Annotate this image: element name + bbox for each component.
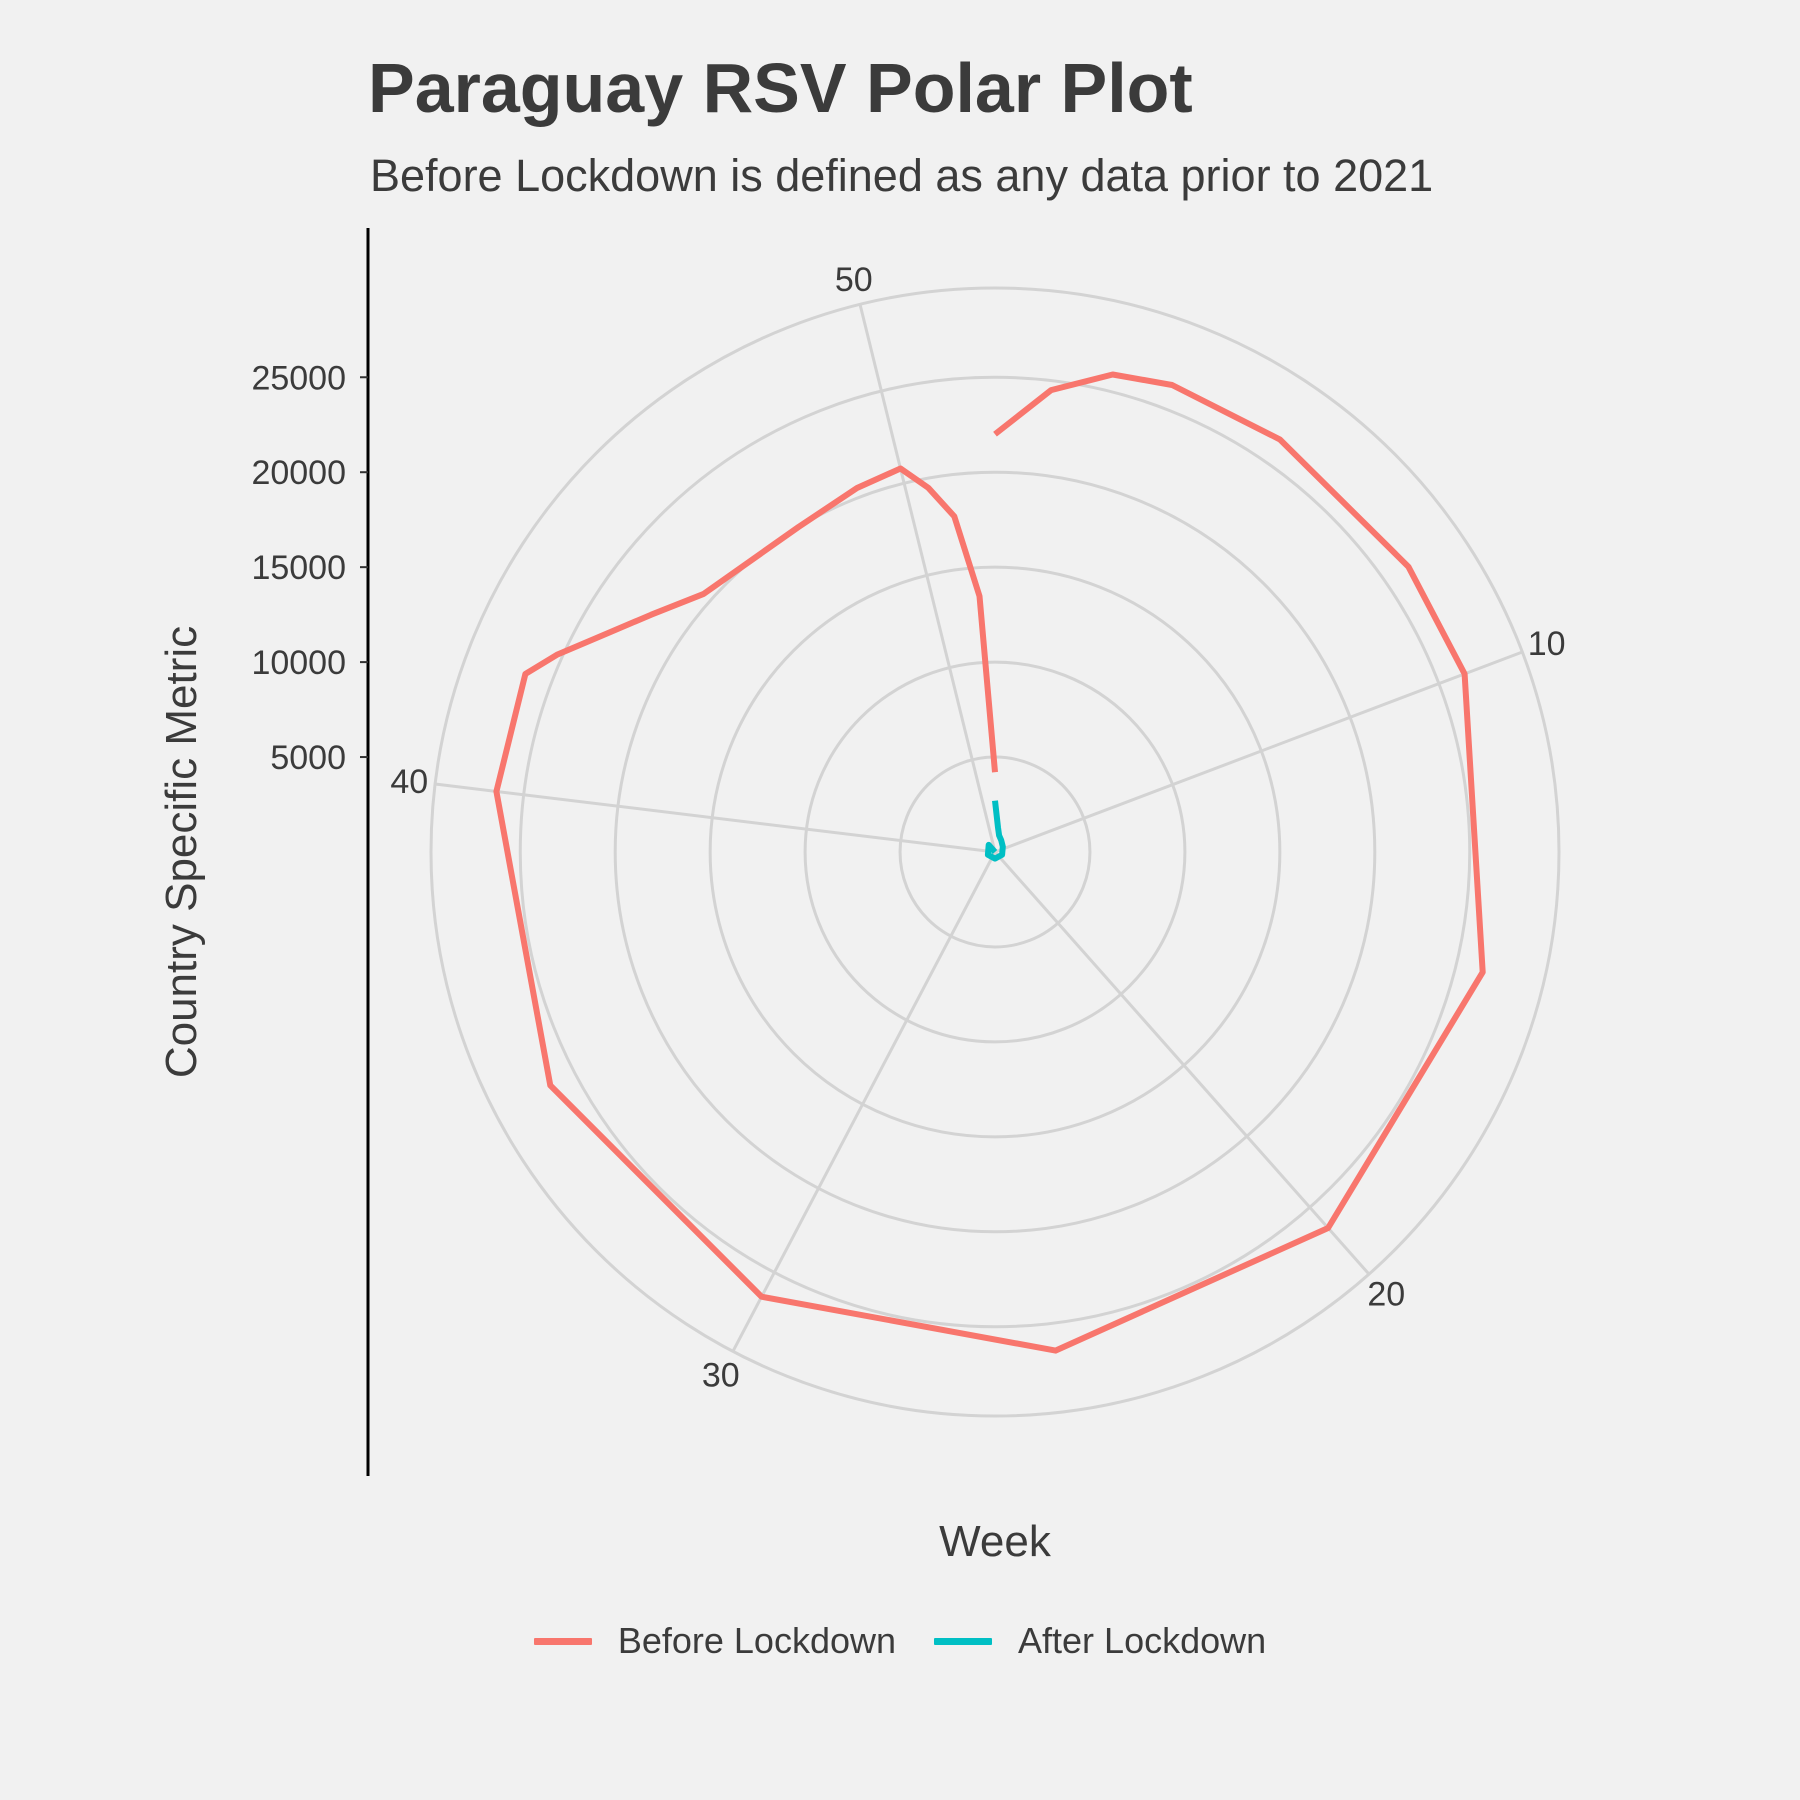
legend: Before Lockdown After Lockdown: [0, 1620, 1800, 1662]
radial-gridline: [613, 470, 1377, 1234]
angular-gridlines: [434, 304, 1523, 1353]
angular-gridline: [858, 304, 997, 853]
angular-gridline: [994, 650, 1523, 854]
legend-item-after: After Lockdown: [934, 1620, 1266, 1662]
y-tick-label: 10000: [251, 644, 346, 682]
legend-label-after: After Lockdown: [1018, 1620, 1267, 1661]
radial-gridline: [518, 375, 1472, 1329]
week-tick-labels: 10 20 30 40 50: [390, 261, 1565, 1394]
y-tick-label: 25000: [251, 359, 346, 397]
y-axis-label: Country Specific Metric: [157, 626, 206, 1078]
radial-gridlines: [429, 286, 1561, 1418]
week-tick-label: 10: [1528, 625, 1566, 663]
week-tick-label: 40: [390, 763, 428, 801]
y-tick-label: 15000: [251, 549, 346, 587]
x-axis-label: Week: [939, 1517, 1052, 1566]
week-tick-label: 30: [702, 1356, 740, 1394]
series-line-0: [493, 371, 1486, 1354]
radial-gridline: [803, 660, 1187, 1044]
legend-key-before: [533, 1637, 592, 1645]
legend-item-before: Before Lockdown: [533, 1620, 897, 1662]
chart-subtitle: Before Lockdown is defined as any data p…: [370, 150, 1434, 201]
angular-gridline: [434, 782, 996, 854]
chart-title: Paraguay RSV Polar Plot: [368, 49, 1193, 127]
radial-gridline: [429, 286, 1561, 1418]
series-lines: [493, 371, 1486, 1354]
week-tick-label: 20: [1367, 1276, 1405, 1314]
y-tick-label: 5000: [270, 739, 346, 777]
radial-gridline: [708, 565, 1282, 1139]
angular-gridline: [993, 851, 1371, 1276]
y-tick-label: 20000: [251, 454, 346, 492]
series-line-1: [984, 800, 1006, 862]
legend-key-after: [934, 1637, 993, 1645]
angular-gridline: [731, 851, 997, 1353]
y-axis-ticks: 5000 10000 15000 20000 25000: [251, 359, 368, 777]
week-tick-label: 50: [835, 261, 873, 299]
legend-label-before: Before Lockdown: [617, 1620, 897, 1661]
